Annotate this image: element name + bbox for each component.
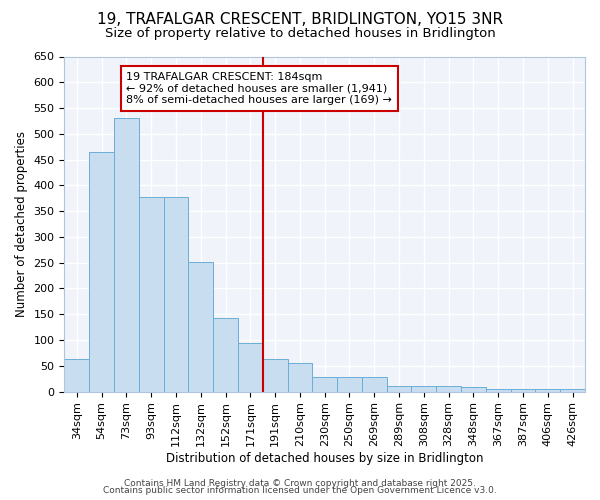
Text: 19, TRAFALGAR CRESCENT, BRIDLINGTON, YO15 3NR: 19, TRAFALGAR CRESCENT, BRIDLINGTON, YO1…: [97, 12, 503, 28]
Bar: [486, 389, 511, 392]
Bar: [64, 359, 89, 392]
Bar: [412, 386, 436, 392]
Bar: [511, 389, 535, 392]
Text: 19 TRAFALGAR CRESCENT: 184sqm
← 92% of detached houses are smaller (1,941)
8% of: 19 TRAFALGAR CRESCENT: 184sqm ← 92% of d…: [127, 72, 392, 105]
Bar: [337, 377, 362, 392]
Bar: [89, 152, 114, 392]
Bar: [188, 262, 213, 392]
Y-axis label: Number of detached properties: Number of detached properties: [15, 131, 28, 317]
Bar: [560, 389, 585, 392]
Bar: [436, 386, 461, 392]
X-axis label: Distribution of detached houses by size in Bridlington: Distribution of detached houses by size …: [166, 452, 484, 465]
Text: Size of property relative to detached houses in Bridlington: Size of property relative to detached ho…: [104, 28, 496, 40]
Bar: [362, 377, 386, 392]
Bar: [164, 196, 188, 392]
Bar: [386, 386, 412, 392]
Bar: [461, 388, 486, 392]
Bar: [287, 363, 313, 392]
Bar: [313, 377, 337, 392]
Bar: [263, 359, 287, 392]
Bar: [238, 342, 263, 392]
Text: Contains HM Land Registry data © Crown copyright and database right 2025.: Contains HM Land Registry data © Crown c…: [124, 478, 476, 488]
Text: Contains public sector information licensed under the Open Government Licence v3: Contains public sector information licen…: [103, 486, 497, 495]
Bar: [213, 318, 238, 392]
Bar: [535, 389, 560, 392]
Bar: [139, 196, 164, 392]
Bar: [114, 118, 139, 392]
